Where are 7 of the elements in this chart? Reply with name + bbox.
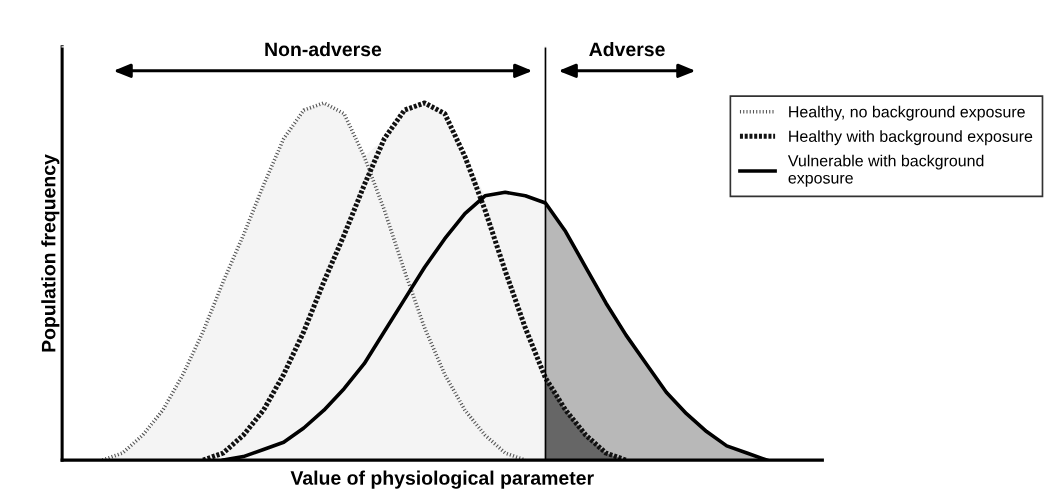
legend-label: Vulnerable with background exposure (787, 154, 984, 187)
x-axis-title: Value of physiological parameter (290, 470, 594, 489)
text: Adverse (589, 41, 665, 57)
y-axis-title: Population frequency (41, 154, 60, 352)
legend-label: Healthy, no background exposure (789, 105, 1025, 121)
legend-label: Healthy with background exposure (789, 130, 1033, 146)
text: Non-adverse (265, 41, 382, 57)
